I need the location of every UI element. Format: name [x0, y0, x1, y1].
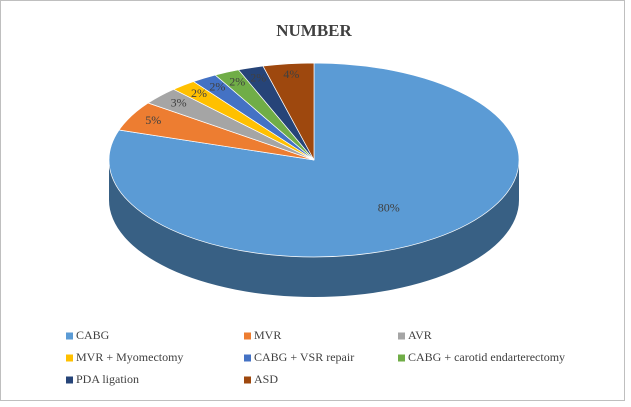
legend-label: AVR: [408, 328, 432, 342]
legend-label: MVR: [254, 328, 281, 342]
legend-label: MVR + Myomectomy: [76, 350, 183, 364]
chart-title: NUMBER: [276, 21, 352, 40]
legend-swatch: [244, 332, 251, 340]
legend-label: CABG + carotid endarterectomy: [408, 350, 565, 364]
data-label: 2%: [229, 75, 245, 89]
legend-swatch: [244, 354, 251, 362]
data-label: 2%: [250, 71, 266, 85]
data-label: 4%: [283, 67, 299, 81]
legend-label: ASD: [254, 372, 278, 386]
legend-swatch: [66, 354, 73, 362]
legend-swatch: [66, 332, 73, 340]
legend-label: CABG: [76, 328, 110, 342]
legend-swatch: [244, 376, 251, 384]
legend-swatch: [66, 376, 73, 384]
slice-side: [109, 160, 519, 297]
slice: [262, 62, 315, 161]
legend-swatch: [398, 354, 405, 362]
data-label: 3%: [171, 95, 187, 109]
data-label: 5%: [145, 113, 161, 127]
data-label: 80%: [378, 200, 400, 214]
legend-label: CABG + VSR repair: [254, 350, 354, 364]
data-label: 2%: [209, 80, 225, 94]
data-label: 2%: [191, 86, 207, 100]
legend-label: PDA ligation: [76, 372, 139, 386]
legend-swatch: [398, 332, 405, 340]
